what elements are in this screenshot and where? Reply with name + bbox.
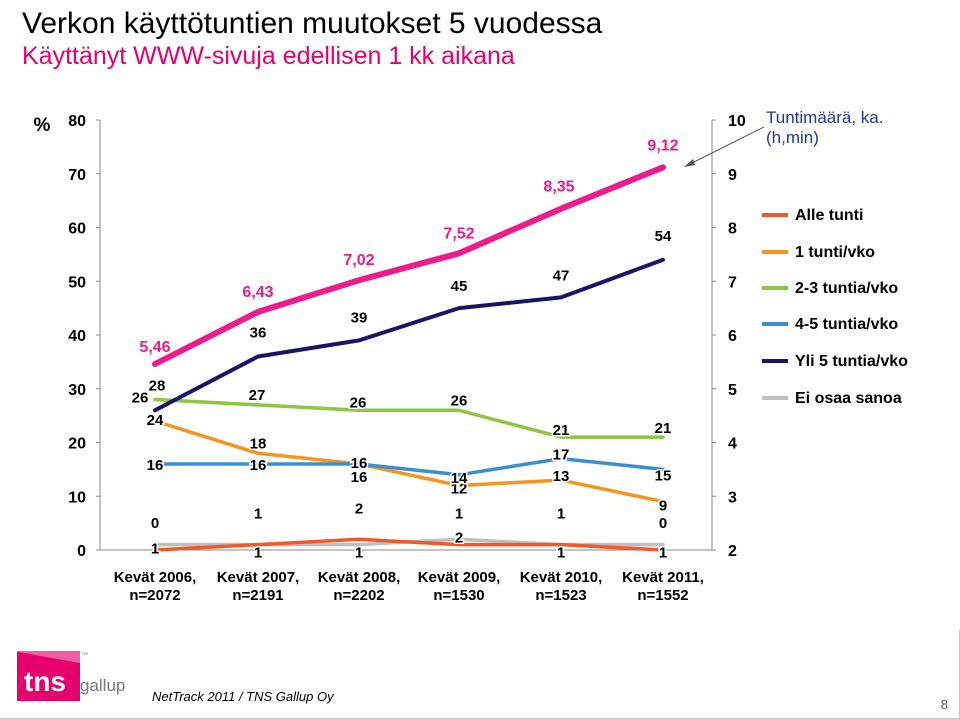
right-tick-label: 3 xyxy=(728,489,737,506)
left-tick-label: 0 xyxy=(77,543,86,560)
category-label-line1: Kevät 2008, xyxy=(318,569,401,586)
right-tick-label: 5 xyxy=(728,382,737,399)
data-label: 15 xyxy=(655,467,672,484)
category-label-line1: Kevät 2011, xyxy=(622,569,704,586)
data-label: 1 xyxy=(557,545,565,562)
data-label: 1 xyxy=(151,541,159,558)
data-label: 39 xyxy=(351,309,368,326)
data-label: 13 xyxy=(553,468,570,485)
data-label: 1 xyxy=(557,506,565,523)
hours-data-label: 7,52 xyxy=(443,225,474,242)
left-axis-symbol: % xyxy=(34,115,51,136)
data-label: 16 xyxy=(147,457,164,474)
data-label: 45 xyxy=(451,278,468,295)
data-label: 24 xyxy=(147,412,164,429)
right-tick-label: 6 xyxy=(728,328,737,345)
data-label: 1 xyxy=(254,506,262,523)
data-label: 21 xyxy=(553,422,570,439)
hours-data-label: 8,35 xyxy=(543,179,574,196)
left-tick-label: 30 xyxy=(68,382,86,399)
legend-label: Ei osaa sanoa xyxy=(795,390,902,407)
data-label: 27 xyxy=(249,387,266,404)
category-label-line1: Kevät 2009, xyxy=(418,569,501,586)
tns-gallup-logo: tns ™ gallup xyxy=(17,651,125,701)
data-label: 26 xyxy=(350,394,367,411)
hours-data-label: 7,02 xyxy=(343,252,374,269)
note-arrow-head xyxy=(684,159,695,167)
series-line-4-5-tuntia-vko xyxy=(153,456,665,477)
data-label: 0 xyxy=(151,515,159,532)
logo-brand: tns xyxy=(24,666,66,697)
series-line-2-3-tuntia-vko xyxy=(153,397,665,439)
data-label: 26 xyxy=(451,392,468,409)
data-label: 36 xyxy=(250,325,267,342)
right-tick-label: 10 xyxy=(728,113,746,130)
right-tick-label: 8 xyxy=(728,221,737,238)
page-title: Verkon käyttötuntien muutokset 5 vuodess… xyxy=(22,7,603,40)
data-label: 47 xyxy=(553,267,570,284)
page-subtitle: Käyttänyt WWW-sivuja edellisen 1 kk aika… xyxy=(22,42,515,70)
hours-axis-note: Tuntimäärä, ka. (h,min) xyxy=(766,108,883,148)
data-label: 1 xyxy=(659,545,667,562)
data-label: 16 xyxy=(351,469,368,486)
data-label: 0 xyxy=(659,515,667,532)
data-label: 1 xyxy=(355,545,363,562)
left-tick-label: 40 xyxy=(68,328,86,345)
data-label: 2 xyxy=(455,529,463,546)
series-line-hours xyxy=(152,164,666,367)
left-tick-label: 10 xyxy=(68,489,86,506)
right-tick-label: 2 xyxy=(728,543,737,560)
category-label-line2: n=1530 xyxy=(433,587,484,604)
data-label: 17 xyxy=(553,447,570,464)
data-label: 18 xyxy=(250,435,267,452)
category-label-line2: n=2191 xyxy=(232,587,283,604)
logo-sub: gallup xyxy=(80,676,125,695)
legend-label: Alle tunti xyxy=(795,207,863,224)
data-label: 21 xyxy=(655,420,672,437)
category-label-line2: n=2202 xyxy=(333,587,384,604)
left-tick-label: 20 xyxy=(68,436,86,453)
series-line-yli-5-tuntia-vko xyxy=(153,257,665,413)
data-label: 2 xyxy=(355,500,363,517)
left-tick-label: 70 xyxy=(68,167,86,184)
note-arrow-line xyxy=(685,126,765,167)
left-tick-label: 50 xyxy=(68,274,86,291)
data-label: 26 xyxy=(132,389,149,406)
hours-data-label: 6,43 xyxy=(242,284,273,301)
right-tick-label: 9 xyxy=(728,167,737,184)
svg-text:™: ™ xyxy=(81,652,88,659)
hours-data-label: 9,12 xyxy=(647,137,678,154)
category-label-line2: n=2072 xyxy=(129,587,180,604)
page-number: 8 xyxy=(940,697,948,712)
series-line-alle-tunti xyxy=(153,537,665,552)
category-label-line2: n=1523 xyxy=(535,587,586,604)
hours-note-line2: (h,min) xyxy=(766,128,819,147)
legend-label: 1 tunti/vko xyxy=(795,244,875,261)
legend-label: 2-3 tuntia/vko xyxy=(795,280,898,297)
data-label: 14 xyxy=(451,470,468,487)
left-tick-label: 60 xyxy=(68,221,86,238)
data-label: 16 xyxy=(351,455,368,472)
category-label-line1: Kevät 2010, xyxy=(520,569,603,586)
series-line-1-tunti-vko xyxy=(153,419,665,504)
data-label: 1 xyxy=(455,506,463,523)
data-label: 16 xyxy=(250,457,267,474)
data-label: 54 xyxy=(655,228,672,245)
hours-note-line1: Tuntimäärä, ka. xyxy=(766,108,884,127)
category-label-line1: Kevät 2006, xyxy=(114,569,197,586)
legend-label: 4-5 tuntia/vko xyxy=(795,316,898,333)
hours-data-label: 5,46 xyxy=(139,339,170,356)
right-tick-label: 4 xyxy=(728,436,737,453)
data-label: 9 xyxy=(659,498,667,515)
right-tick-label: 7 xyxy=(728,274,737,291)
category-label-line2: n=1552 xyxy=(637,587,688,604)
data-label: 1 xyxy=(254,545,262,562)
source-note: NetTrack 2011 / TNS Gallup Oy xyxy=(152,689,334,704)
data-label: 28 xyxy=(149,378,166,395)
legend-label: Yli 5 tuntia/vko xyxy=(795,353,908,370)
category-label-line1: Kevät 2007, xyxy=(217,569,300,586)
data-label: 12 xyxy=(451,481,468,498)
left-tick-label: 80 xyxy=(68,113,86,130)
